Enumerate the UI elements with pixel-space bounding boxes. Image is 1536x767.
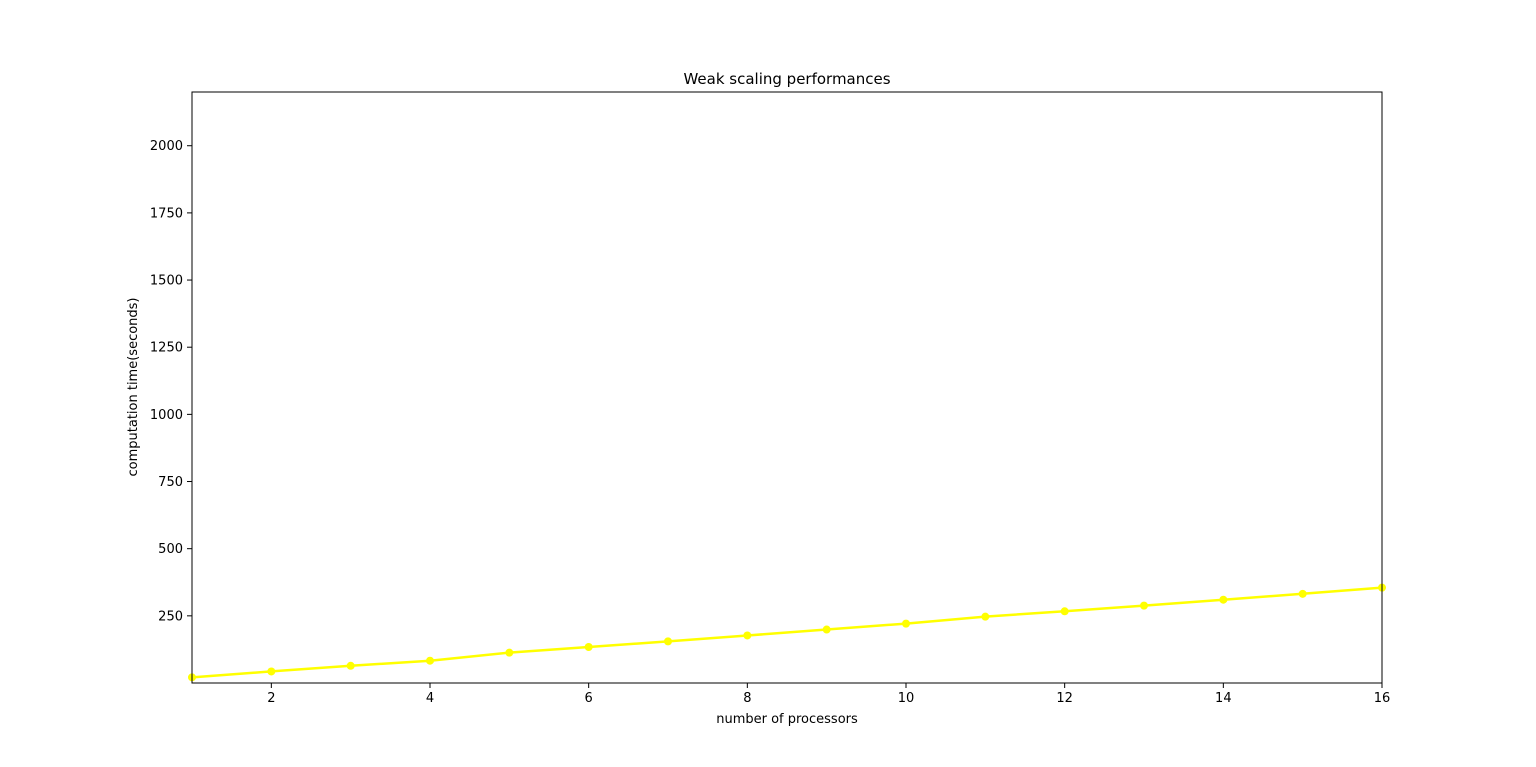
x-tick-label: 4 (426, 691, 434, 706)
data-point (1140, 601, 1148, 610)
x-axis-label: number of processors (716, 712, 858, 727)
x-tick-label: 10 (898, 691, 915, 706)
data-point (902, 619, 910, 628)
data-point (505, 648, 514, 657)
data-point (664, 637, 672, 646)
data-point (743, 631, 752, 640)
y-axis-ticks: 250 500 750 1000 1250 1500 1750 2000 (150, 139, 192, 624)
x-tick-label: 2 (267, 691, 275, 706)
plot-frame (191, 91, 1383, 684)
y-axis-label: computation time(seconds) (126, 297, 141, 476)
x-tick-label: 16 (1374, 691, 1391, 706)
y-tick-label: 1750 (150, 206, 183, 221)
x-tick-label: 12 (1056, 691, 1073, 706)
data-point (267, 667, 276, 676)
y-tick-label: 1500 (150, 274, 183, 289)
y-tick-label: 2000 (150, 139, 183, 154)
series-layer (188, 583, 1386, 682)
data-point (822, 625, 831, 634)
series-line (191, 586, 1383, 679)
data-point (1219, 595, 1228, 604)
y-tick-label: 250 (158, 609, 183, 624)
y-tick-label: 500 (158, 542, 183, 557)
x-axis-ticks: 2 4 6 8 10 12 14 16 (267, 683, 1390, 706)
data-point (346, 661, 355, 670)
data-point (1298, 589, 1307, 598)
x-tick-label: 8 (743, 691, 751, 706)
data-point (426, 656, 434, 665)
data-point (1060, 607, 1069, 616)
x-tick-label: 6 (585, 691, 593, 706)
y-tick-label: 1000 (150, 408, 183, 423)
data-point (981, 612, 990, 621)
y-tick-label: 1250 (150, 341, 183, 356)
x-tick-label: 14 (1215, 691, 1232, 706)
y-tick-label: 750 (158, 475, 183, 490)
chart-title: Weak scaling performances (683, 70, 890, 88)
data-point (584, 643, 593, 652)
